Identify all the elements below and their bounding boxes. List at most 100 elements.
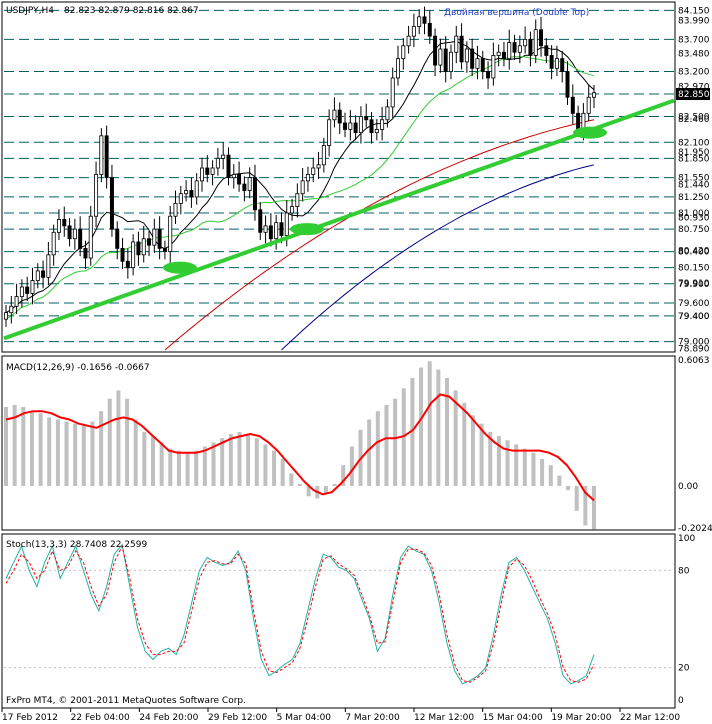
candle-body[interactable] bbox=[104, 135, 109, 179]
candle-body[interactable] bbox=[279, 222, 284, 236]
candle-body[interactable] bbox=[374, 129, 379, 134]
candle-body[interactable] bbox=[364, 116, 369, 121]
candle-body[interactable] bbox=[507, 42, 512, 60]
candle-body[interactable] bbox=[433, 35, 438, 66]
candle-body[interactable] bbox=[337, 109, 342, 124]
candle-body[interactable] bbox=[327, 119, 332, 146]
candle-body[interactable] bbox=[194, 180, 199, 198]
candle-body[interactable] bbox=[19, 286, 24, 298]
candle-body[interactable] bbox=[226, 154, 231, 179]
candle-body[interactable] bbox=[268, 225, 273, 240]
candle-body[interactable] bbox=[475, 58, 480, 69]
candle-body[interactable] bbox=[120, 247, 125, 262]
candle-body[interactable] bbox=[554, 58, 559, 69]
stoch-panel[interactable] bbox=[1, 533, 676, 709]
candle-body[interactable] bbox=[109, 177, 114, 230]
candle-body[interactable] bbox=[247, 177, 252, 191]
candle-body[interactable] bbox=[464, 48, 469, 63]
candle-body[interactable] bbox=[496, 51, 501, 56]
candle-body[interactable] bbox=[41, 270, 46, 278]
candle-body[interactable] bbox=[200, 167, 204, 182]
candle-body[interactable] bbox=[300, 180, 305, 195]
candle-body[interactable] bbox=[88, 215, 93, 259]
candle-body[interactable] bbox=[184, 190, 189, 195]
candle-body[interactable] bbox=[358, 116, 363, 134]
candle-body[interactable] bbox=[570, 96, 575, 114]
candle-body[interactable] bbox=[152, 228, 157, 246]
candle-body[interactable] bbox=[586, 96, 591, 114]
candle-body[interactable] bbox=[443, 48, 448, 72]
candle-body[interactable] bbox=[141, 238, 146, 256]
candle-body[interactable] bbox=[517, 45, 522, 53]
candle-body[interactable] bbox=[284, 212, 289, 236]
candle-body[interactable] bbox=[173, 202, 178, 217]
candle-body[interactable] bbox=[523, 38, 528, 47]
candle-body[interactable] bbox=[115, 228, 120, 249]
candle-body[interactable] bbox=[353, 122, 358, 134]
candle-body[interactable] bbox=[99, 135, 104, 175]
candle-body[interactable] bbox=[390, 77, 395, 108]
candle-body[interactable] bbox=[549, 55, 554, 69]
candle-body[interactable] bbox=[501, 51, 506, 60]
candle-body[interactable] bbox=[438, 48, 443, 66]
candle-body[interactable] bbox=[459, 35, 464, 63]
candle-body[interactable] bbox=[231, 174, 236, 179]
candle-body[interactable] bbox=[62, 219, 67, 227]
candle-body[interactable] bbox=[178, 193, 183, 204]
candle-body[interactable] bbox=[348, 122, 353, 130]
candle-body[interactable] bbox=[51, 231, 56, 256]
candle-body[interactable] bbox=[592, 92, 596, 98]
candle-body[interactable] bbox=[221, 154, 226, 159]
candle-body[interactable] bbox=[162, 247, 167, 253]
candle-body[interactable] bbox=[343, 122, 348, 130]
candle-body[interactable] bbox=[321, 145, 326, 166]
candle-body[interactable] bbox=[25, 286, 30, 294]
candle-body[interactable] bbox=[94, 174, 99, 217]
candle-body[interactable] bbox=[544, 45, 549, 56]
candle-body[interactable] bbox=[83, 247, 88, 259]
candle-body[interactable] bbox=[448, 51, 453, 72]
macd-panel[interactable] bbox=[1, 355, 676, 531]
candle-body[interactable] bbox=[311, 167, 316, 175]
candle-body[interactable] bbox=[295, 193, 300, 207]
candle-body[interactable] bbox=[528, 38, 533, 56]
candle-body[interactable] bbox=[67, 225, 72, 240]
candle-body[interactable] bbox=[396, 58, 400, 79]
candle-body[interactable] bbox=[411, 26, 416, 37]
candle-body[interactable] bbox=[332, 109, 337, 121]
candle-body[interactable] bbox=[480, 58, 485, 72]
candle-body[interactable] bbox=[30, 280, 35, 294]
candle-body[interactable] bbox=[147, 238, 152, 246]
candle-body[interactable] bbox=[427, 22, 432, 37]
candle-body[interactable] bbox=[215, 157, 220, 169]
candle-body[interactable] bbox=[560, 58, 565, 72]
candle-body[interactable] bbox=[78, 228, 83, 249]
candle-body[interactable] bbox=[189, 190, 194, 198]
candle-body[interactable] bbox=[576, 112, 581, 130]
candle-body[interactable] bbox=[263, 225, 268, 233]
candle-body[interactable] bbox=[369, 119, 374, 134]
candle-body[interactable] bbox=[422, 16, 427, 24]
candle-body[interactable] bbox=[46, 254, 51, 278]
candle-body[interactable] bbox=[242, 183, 247, 191]
candle-body[interactable] bbox=[454, 35, 459, 53]
candle-body[interactable] bbox=[210, 167, 215, 175]
candle-body[interactable] bbox=[417, 16, 422, 27]
candle-body[interactable] bbox=[486, 71, 491, 79]
candle-body[interactable] bbox=[14, 296, 19, 307]
candle-body[interactable] bbox=[136, 241, 141, 256]
candle-body[interactable] bbox=[539, 29, 544, 47]
candle-body[interactable] bbox=[565, 71, 570, 98]
candle-body[interactable] bbox=[205, 167, 210, 175]
candle-body[interactable] bbox=[131, 241, 136, 269]
candle-body[interactable] bbox=[56, 219, 61, 233]
candle-body[interactable] bbox=[258, 209, 263, 233]
candle-body[interactable] bbox=[533, 29, 538, 56]
candle-body[interactable] bbox=[168, 215, 173, 253]
candle-body[interactable] bbox=[35, 270, 40, 281]
candle-body[interactable] bbox=[274, 222, 279, 240]
candle-body[interactable] bbox=[316, 164, 321, 169]
candle-body[interactable] bbox=[252, 177, 257, 211]
candle-body[interactable] bbox=[380, 119, 385, 130]
